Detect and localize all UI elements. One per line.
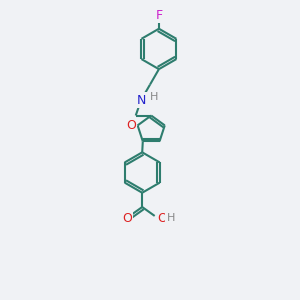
Text: F: F [155,9,163,22]
Text: H: H [167,213,175,223]
Text: O: O [126,119,136,132]
Text: O: O [122,212,132,225]
Text: H: H [149,92,158,102]
Text: O: O [158,212,167,225]
Text: N: N [136,94,146,106]
